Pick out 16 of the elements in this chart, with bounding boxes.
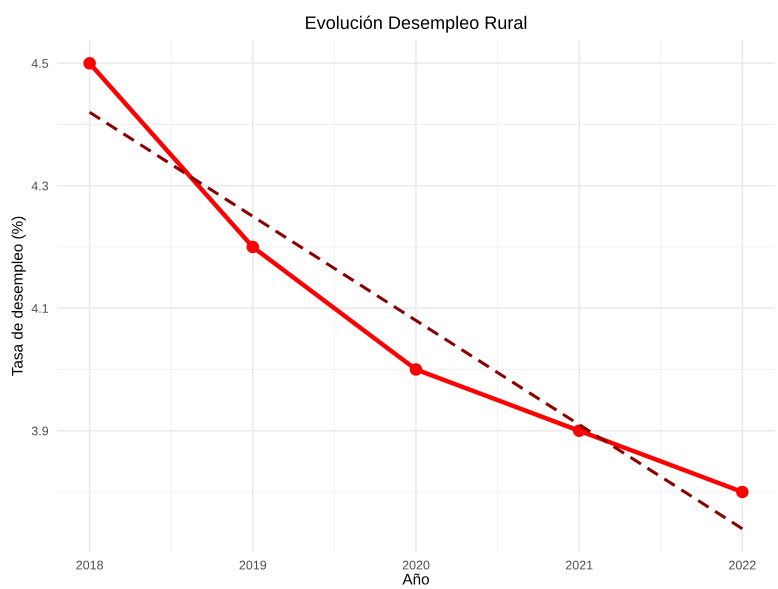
x-tick-label: 2021 (566, 560, 592, 570)
x-axis-title: Año (402, 573, 429, 585)
y-tick-label: 4.3 (32, 182, 48, 190)
point (410, 363, 422, 376)
point (246, 240, 260, 254)
chart-title: Evolución Desempleo Rural (306, 16, 526, 33)
y-tick-label: 4.1 (32, 304, 48, 313)
x-tick-label: 2018 (76, 560, 103, 570)
y-tick-label: 4.5 (32, 59, 48, 68)
x-tick-label: 2022 (729, 560, 756, 570)
y-axis-title: Tasa de desempleo (%) (11, 216, 26, 376)
y-tick-label: 3.9 (32, 426, 48, 436)
x-tick-label: 2019 (240, 560, 266, 570)
point (83, 57, 96, 70)
x-tick-label: 2020 (402, 560, 430, 570)
point (736, 486, 749, 498)
